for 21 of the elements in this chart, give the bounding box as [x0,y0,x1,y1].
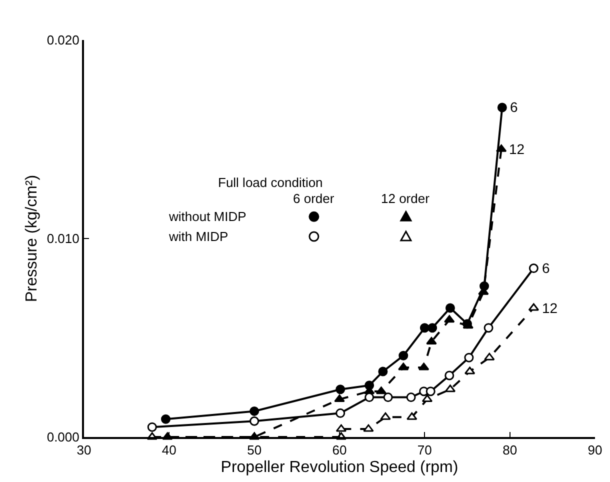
annotation: without MIDP [168,209,246,224]
x-tick-label: 70 [417,442,432,458]
annotation: 12 order [381,191,430,206]
annotation: 12 [542,300,558,316]
x-tick-label: 80 [502,442,518,458]
x-tick-label: 30 [76,442,92,458]
x-tick-label: 40 [162,442,176,458]
y-axis-title: Pressure (kg/cm²) [23,174,40,302]
annotation: 6 [542,260,550,276]
x-tick-label: 90 [588,442,602,458]
x-tick-label: 60 [332,442,347,458]
x-tick-label: 50 [247,442,262,458]
y-tick-label: 0.010 [46,231,80,246]
annotation: Full load condition [218,175,323,190]
y-tick-label: 0.020 [46,32,80,48]
annotation: 12 [509,141,525,157]
x-axis-title: Propeller Revolution Speed (rpm) [220,458,458,476]
y-tick-label: 0.000 [46,430,80,445]
annotation: 6 [510,99,518,115]
annotation: with MIDP [168,229,228,244]
annotation: 6 order [293,191,335,206]
